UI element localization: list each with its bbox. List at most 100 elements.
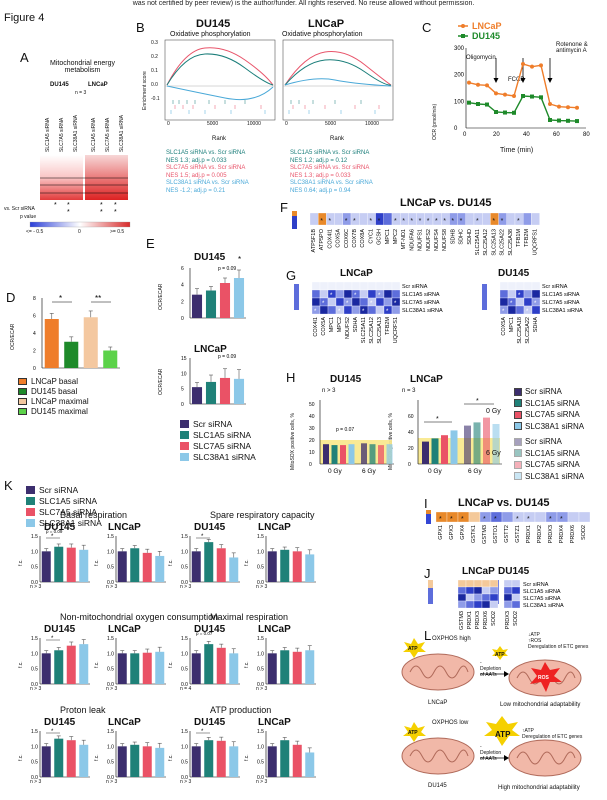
panel-h-chart: p = 0.07 0 10 20 30 40 50 0 Gy 6 Gy * * 0 20 40 60 0 Gy…: [309, 398, 502, 475]
bar-ytick: 0.5: [107, 667, 114, 673]
e-legend-swatch: [180, 419, 189, 428]
c-xtick: 60: [553, 132, 560, 138]
h-ytick: 20: [309, 438, 315, 444]
c-ytick: 0: [454, 126, 458, 132]
g-row-label: SLC7A5 siRNA: [402, 300, 440, 306]
e-sig: *: [238, 255, 241, 264]
g-star: *: [534, 301, 537, 307]
j-cell: [481, 600, 491, 609]
g-cell: [343, 305, 353, 315]
bar-ytick: 0.5: [107, 760, 114, 766]
bar: [267, 653, 277, 684]
panel-c-annot-oligomycin: Oligomycin: [466, 55, 496, 61]
bar: [130, 548, 140, 582]
g-cell: [343, 289, 353, 299]
i-star: *: [549, 516, 552, 523]
g-cell: [343, 281, 353, 291]
k-group-right: LNCaP: [108, 522, 141, 533]
i-star: *: [494, 516, 497, 523]
h-legend-label: SLC38A1 siRNA: [525, 471, 585, 481]
panel-b-ytick: 0.1: [151, 68, 158, 74]
bar: [79, 644, 89, 684]
k-legend-swatch: [26, 507, 35, 516]
panel-a-row-label: vs. Scr siRNA: [4, 206, 35, 212]
panel-h-n-right: n = 3: [402, 388, 416, 394]
bar-ytick: 0: [33, 366, 36, 372]
bar-ytick: 8: [33, 296, 36, 302]
panel-letter-h: H: [286, 370, 296, 385]
h-ytick: 10: [309, 450, 315, 456]
g-row-label: SLC1A5 siRNA: [402, 292, 440, 298]
bar: [66, 547, 76, 582]
j-gene-label: PRDX3: [505, 611, 511, 629]
i-star: *: [516, 516, 519, 523]
g-star: *: [510, 301, 513, 307]
figure-title: Figure 4: [4, 12, 45, 24]
d-sig-1: *: [59, 294, 62, 303]
panel-letter-l: L: [424, 628, 432, 643]
c-point: [503, 110, 507, 115]
h-xlabel: 0 Gy: [428, 468, 442, 475]
mito-du145-right: [508, 739, 582, 777]
j-gene-label: SOD2: [513, 611, 519, 626]
bar-ytick: 0.0: [31, 682, 38, 688]
bar: [66, 645, 76, 684]
i-gene-label: GSTO1: [493, 525, 499, 544]
k-group-n-right: n > 3: [256, 686, 268, 692]
f-gene-label: TFB1M: [516, 229, 522, 247]
atp-star-top-icon: [403, 638, 426, 658]
c-point: [476, 102, 480, 106]
f-cell: [359, 212, 368, 226]
d-legend-item: LNCaP maximal: [18, 396, 89, 406]
k-group-n-left: n > 3: [30, 779, 42, 785]
panel-b-lncap-stats: SLC1A5 siRNA vs. Scr siRNA NES 1.2; adj.p…: [290, 150, 373, 195]
i-cell: [468, 511, 481, 523]
bar: [79, 549, 89, 582]
c-point: [503, 92, 507, 97]
panel-b-ylabel: Enrichment score: [142, 71, 148, 110]
g-gene-label: MPC1: [509, 317, 515, 332]
k-chart-0-l: 0.0 0.5 1.0 1.5 *p = 0.09: [31, 529, 90, 586]
g-cell: [359, 281, 369, 291]
j-cell: [473, 579, 483, 588]
g-cell: [351, 305, 361, 315]
bar-ytick: 5: [181, 387, 184, 393]
panel-letter-j: J: [424, 566, 431, 581]
bar-ytick: 1.0: [257, 744, 264, 750]
h-legend-item: Scr siRNA: [514, 436, 584, 448]
k-group-left: DU145: [44, 522, 76, 533]
c-point: [539, 63, 543, 68]
panel-a-scale-zero: 0: [78, 229, 81, 235]
f-gene-label: NDUFS2: [426, 229, 432, 251]
f-star: *: [427, 218, 430, 225]
bar: [204, 542, 214, 582]
panel-e-top-chart: 0 2 4 6 p = 0.09*: [181, 255, 246, 322]
f-cell: [383, 212, 393, 226]
g-star: *: [330, 293, 333, 299]
bar: [292, 651, 302, 684]
panel-l-bottom-atp-big: ATP: [495, 730, 511, 739]
bar-ytick: 1.5: [107, 636, 114, 642]
mito-lncap-left: [401, 653, 475, 691]
c-point: [485, 83, 489, 88]
g-star: *: [338, 309, 341, 315]
i-gene-label: PRDX6: [570, 525, 576, 543]
bar: [219, 283, 231, 318]
k-group-title: Proton leak: [60, 705, 106, 715]
f-cell: [465, 212, 475, 226]
k-legend-label: SLC38A1 siRNA: [39, 517, 102, 528]
g-cell: [327, 297, 337, 307]
f-star: *: [419, 218, 422, 225]
f-gene-label: NDUFA6: [409, 229, 415, 251]
h-ytick-right: 40: [408, 430, 414, 436]
k-legend-label: Scr siRNA: [39, 484, 79, 495]
bar-ytick: 10: [181, 371, 187, 377]
c-point: [512, 110, 516, 115]
g-cell: [523, 281, 533, 291]
g-star: *: [354, 293, 357, 299]
k-sig: *: [201, 534, 204, 540]
g-star: *: [370, 301, 373, 307]
panel-letter-c: C: [422, 20, 432, 35]
h-ytick: 40: [309, 414, 315, 420]
bar: [229, 557, 239, 582]
